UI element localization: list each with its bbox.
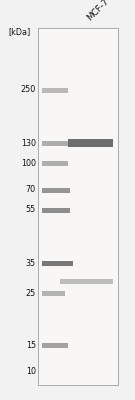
Text: 15: 15: [26, 340, 36, 350]
Text: [kDa]: [kDa]: [8, 27, 30, 36]
Bar: [42, 208, 70, 212]
Text: 55: 55: [26, 206, 36, 214]
Bar: [60, 278, 113, 284]
Bar: [42, 342, 68, 348]
Bar: [68, 139, 113, 147]
Bar: [42, 290, 65, 296]
Bar: [42, 88, 68, 92]
Bar: [42, 260, 73, 266]
Text: 10: 10: [26, 368, 36, 376]
Bar: [38, 28, 118, 385]
Bar: [42, 140, 68, 146]
Text: MCF-7: MCF-7: [86, 0, 111, 22]
Text: 25: 25: [26, 288, 36, 298]
Text: 130: 130: [21, 138, 36, 148]
Text: 250: 250: [21, 86, 36, 94]
Bar: [42, 188, 70, 192]
Text: 100: 100: [21, 158, 36, 168]
Text: 35: 35: [26, 258, 36, 268]
Text: 70: 70: [26, 186, 36, 194]
Bar: [42, 160, 68, 166]
